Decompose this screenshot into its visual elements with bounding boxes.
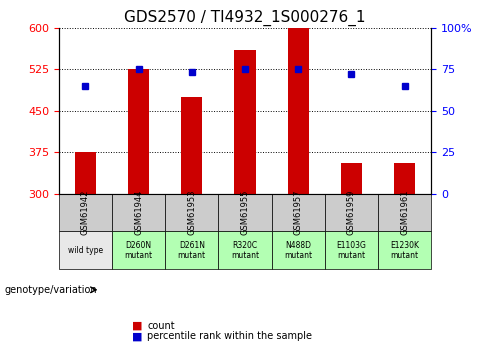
Bar: [394, 163, 415, 194]
Bar: [234, 50, 256, 194]
FancyBboxPatch shape: [325, 194, 378, 231]
Text: GSM61955: GSM61955: [241, 190, 249, 235]
Text: percentile rank within the sample: percentile rank within the sample: [147, 332, 312, 341]
FancyBboxPatch shape: [219, 194, 271, 231]
FancyBboxPatch shape: [271, 231, 325, 269]
Text: E1103G
mutant: E1103G mutant: [337, 240, 367, 260]
Text: GSM61953: GSM61953: [187, 190, 196, 235]
FancyBboxPatch shape: [165, 231, 219, 269]
FancyBboxPatch shape: [59, 231, 112, 269]
Bar: [128, 69, 149, 194]
Text: GSM61942: GSM61942: [81, 190, 90, 235]
Text: D260N
mutant: D260N mutant: [124, 240, 153, 260]
Text: GSM61961: GSM61961: [400, 190, 409, 235]
FancyBboxPatch shape: [59, 194, 112, 231]
Bar: [75, 152, 96, 194]
Text: genotype/variation: genotype/variation: [5, 285, 98, 295]
Text: E1230K
mutant: E1230K mutant: [390, 240, 419, 260]
FancyBboxPatch shape: [165, 194, 219, 231]
Text: ■: ■: [132, 321, 143, 331]
Text: D261N
mutant: D261N mutant: [178, 240, 206, 260]
FancyBboxPatch shape: [219, 231, 271, 269]
FancyBboxPatch shape: [378, 194, 431, 231]
Bar: [288, 28, 309, 194]
Text: GSM61944: GSM61944: [134, 190, 143, 235]
FancyBboxPatch shape: [112, 231, 165, 269]
Text: R320C
mutant: R320C mutant: [231, 240, 259, 260]
Text: N488D
mutant: N488D mutant: [284, 240, 312, 260]
Title: GDS2570 / TI4932_1S000276_1: GDS2570 / TI4932_1S000276_1: [124, 10, 366, 26]
Text: ■: ■: [132, 332, 143, 341]
Text: count: count: [147, 321, 174, 331]
Bar: [341, 163, 362, 194]
FancyBboxPatch shape: [325, 231, 378, 269]
Text: GSM61959: GSM61959: [347, 190, 356, 235]
Text: GSM61957: GSM61957: [294, 190, 303, 235]
FancyBboxPatch shape: [112, 194, 165, 231]
FancyBboxPatch shape: [271, 194, 325, 231]
Text: wild type: wild type: [68, 246, 103, 255]
FancyBboxPatch shape: [378, 231, 431, 269]
Bar: [181, 97, 202, 194]
